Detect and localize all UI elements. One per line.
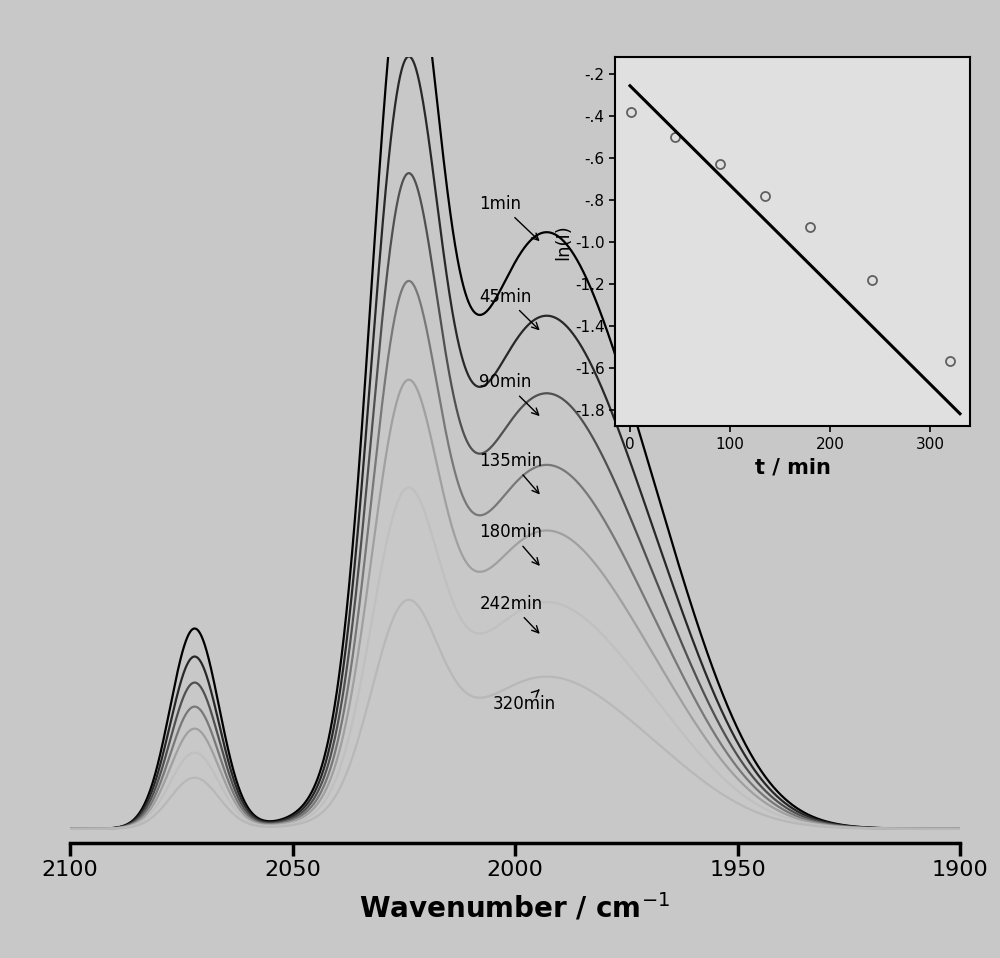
Text: 90min: 90min <box>479 374 539 415</box>
X-axis label: Wavenumber / cm$^{-1}$: Wavenumber / cm$^{-1}$ <box>359 892 671 924</box>
Text: 1min: 1min <box>479 194 539 240</box>
Text: 320min: 320min <box>493 690 556 713</box>
Y-axis label: ln(I): ln(I) <box>554 224 572 260</box>
Text: 135min: 135min <box>479 452 543 493</box>
Text: 180min: 180min <box>479 523 542 565</box>
Text: 45min: 45min <box>479 287 539 330</box>
X-axis label: t / min: t / min <box>755 457 830 477</box>
Text: 242min: 242min <box>479 595 543 633</box>
